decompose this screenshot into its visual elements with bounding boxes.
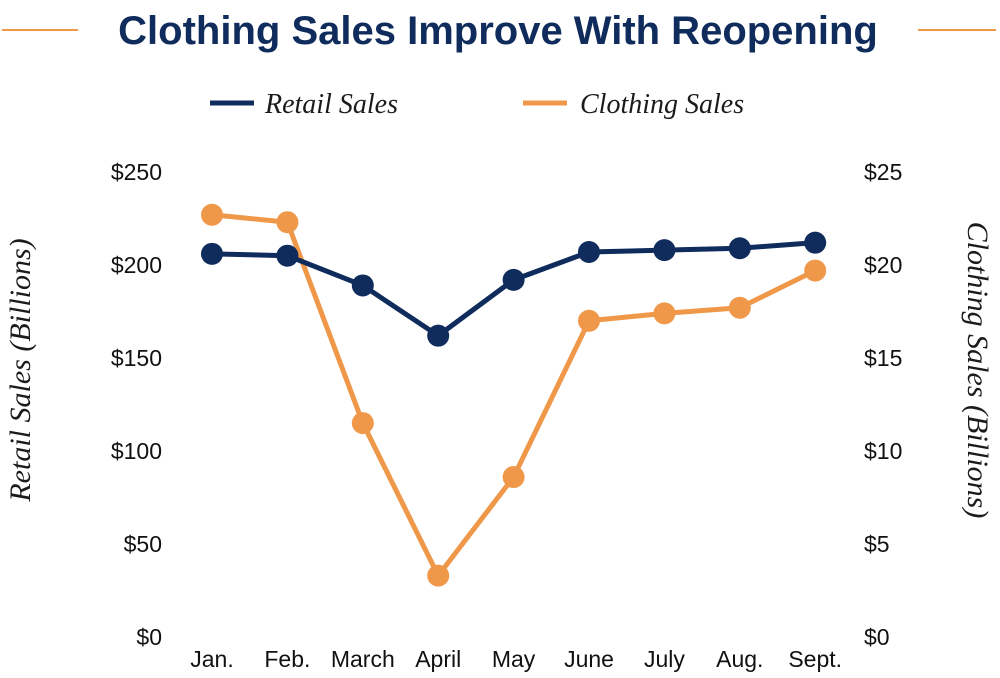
y-left-tick-label: $150	[111, 345, 162, 371]
x-tick-label: May	[492, 646, 536, 672]
y-left-tick-label: $250	[111, 159, 162, 185]
data-point-retail	[653, 239, 676, 262]
y-left-tick-label: $100	[111, 438, 162, 464]
y-right-tick-label: $10	[864, 438, 902, 464]
y-axis-right-title: Clothing Sales (Billions)	[961, 222, 994, 519]
data-point-clothing	[427, 564, 450, 587]
y-left-tick-label: $200	[111, 252, 162, 278]
y-right-tick-label: $0	[864, 624, 890, 650]
data-point-clothing	[728, 296, 751, 319]
data-point-clothing	[804, 259, 827, 282]
y-left-tick-label: $0	[136, 624, 162, 650]
x-tick-label: March	[331, 646, 395, 672]
data-point-retail	[804, 231, 827, 254]
y-axis-right: $0 $5 $10 $15 $20 $25	[864, 159, 902, 650]
y-right-tick-label: $20	[864, 252, 902, 278]
data-point-retail	[276, 244, 299, 267]
data-point-retail	[427, 324, 450, 347]
x-tick-label: June	[564, 646, 614, 672]
chart-title: Clothing Sales Improve With Reopening	[118, 9, 878, 53]
y-left-tick-label: $50	[124, 531, 162, 557]
data-point-retail	[578, 240, 600, 263]
data-point-clothing	[502, 466, 525, 489]
data-point-retail	[502, 268, 525, 291]
x-tick-label: Sept.	[788, 646, 842, 672]
y-right-tick-label: $15	[864, 345, 902, 371]
legend-label-clothing: Clothing Sales	[580, 89, 744, 120]
data-point-clothing	[351, 412, 374, 435]
x-axis: Jan. Feb. March April May June July Aug. Sept.	[190, 646, 842, 672]
data-point-retail	[201, 242, 223, 265]
x-tick-label: Aug.	[716, 646, 763, 672]
y-right-tick-label: $25	[864, 159, 902, 185]
series-clothing	[201, 203, 827, 587]
data-point-clothing	[578, 309, 600, 332]
data-point-clothing	[653, 302, 676, 325]
legend-label-retail: Retail Sales	[264, 89, 398, 120]
y-right-tick-label: $5	[864, 531, 890, 557]
x-tick-label: Jan.	[190, 646, 233, 672]
data-point-retail	[351, 274, 374, 297]
data-point-clothing	[276, 211, 299, 234]
series-retail	[201, 231, 827, 347]
x-tick-label: July	[644, 646, 685, 672]
data-point-retail	[728, 237, 751, 260]
legend: Retail Sales Clothing Sales	[210, 89, 744, 120]
plot-area	[201, 203, 827, 587]
x-tick-label: Feb.	[264, 646, 310, 672]
data-point-clothing	[201, 203, 223, 226]
y-axis-left: $0 $50 $100 $150 $200 $250	[111, 159, 162, 650]
y-axis-left-title: Retail Sales (Billions)	[4, 238, 37, 502]
x-tick-label: April	[415, 646, 461, 672]
